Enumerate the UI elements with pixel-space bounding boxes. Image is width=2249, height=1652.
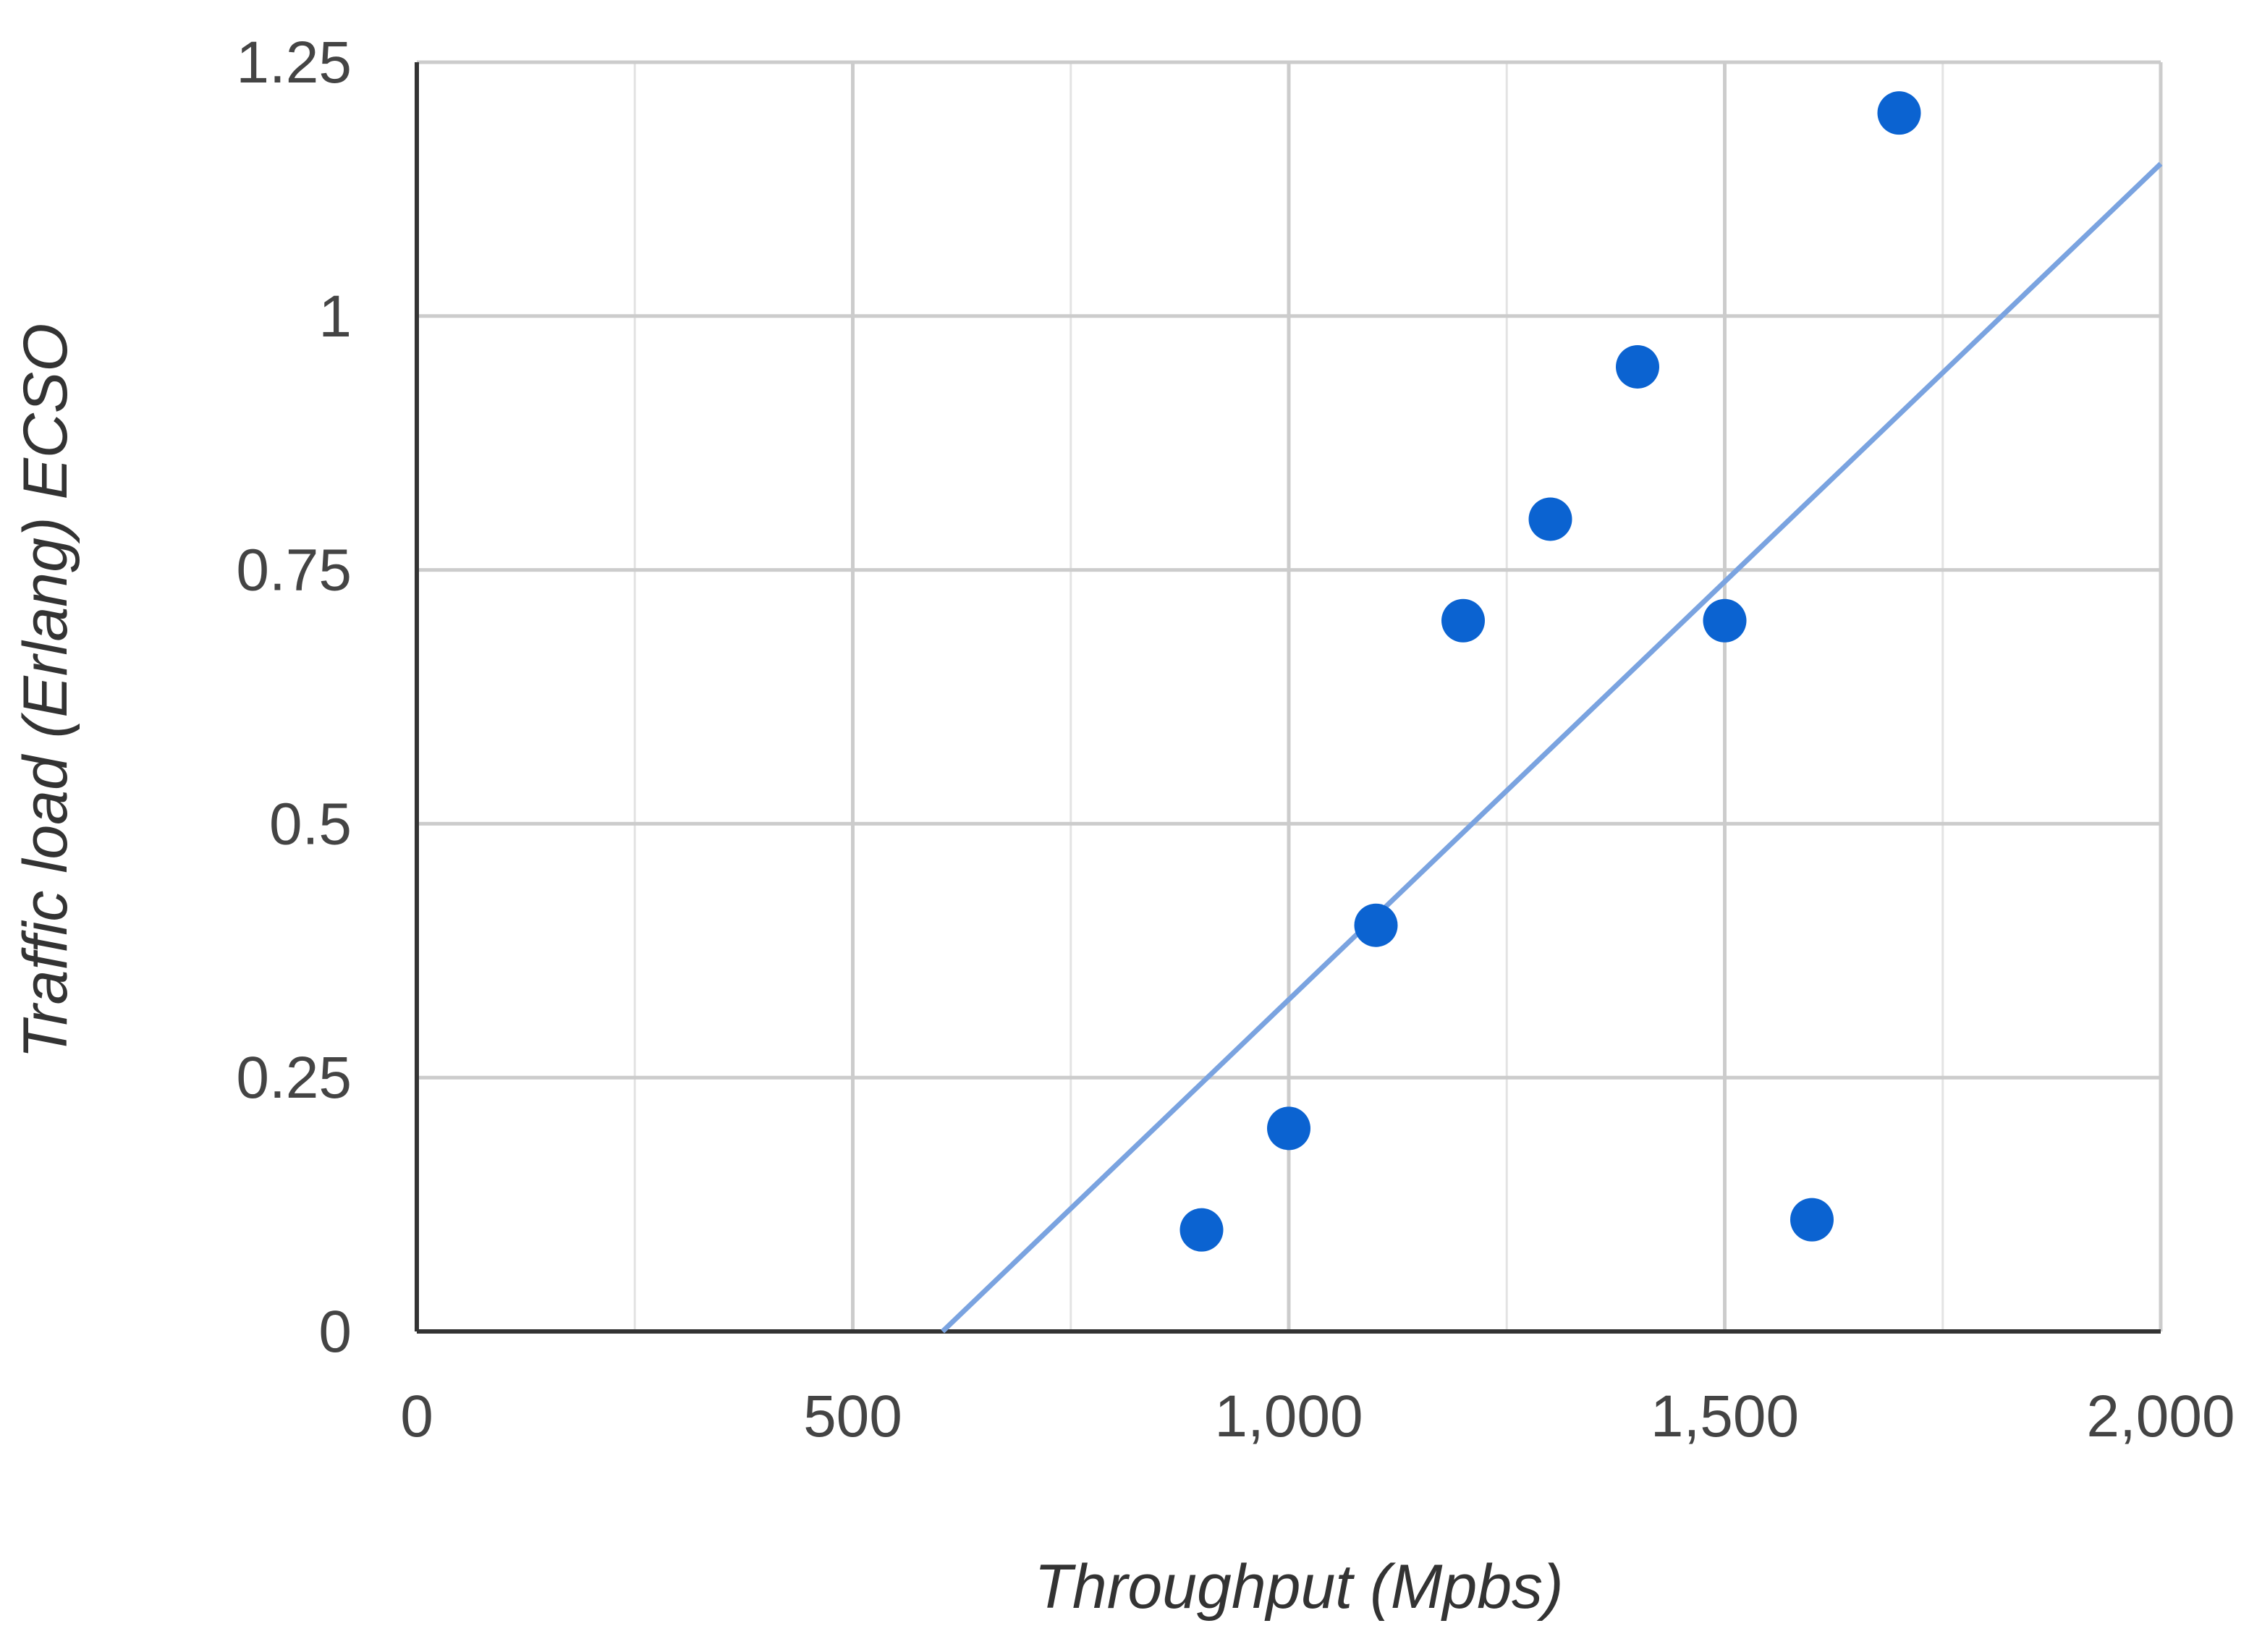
data-point <box>1441 598 1485 643</box>
data-point <box>1528 497 1572 541</box>
data-point <box>1179 1208 1224 1252</box>
y-tick-label: 0.5 <box>269 791 352 857</box>
x-axis-title: Throughput (Mpbs) <box>1034 1552 1563 1622</box>
tick-labels: 0 500 1,000 1,500 2,000 0 0.25 0.5 0.75 1 1.25 <box>236 30 2235 1449</box>
data-points <box>1179 91 1921 1252</box>
x-tick-label: 1,500 <box>1651 1384 1799 1449</box>
data-point <box>1616 344 1659 389</box>
trendline <box>941 161 2163 1334</box>
data-point <box>1790 1198 1834 1242</box>
y-tick-label: 1.25 <box>236 30 352 96</box>
y-tick-label: 0.75 <box>236 538 352 603</box>
x-tick-label: 1,000 <box>1214 1384 1363 1449</box>
y-tick-label: 0 <box>318 1299 352 1365</box>
data-point <box>1354 903 1398 947</box>
data-point <box>1877 91 1921 135</box>
axes <box>415 62 2161 1334</box>
y-axis-title: Traffic load (Erlang) ECSO <box>11 323 80 1059</box>
gridlines <box>417 60 2163 1331</box>
data-point <box>1267 1106 1310 1151</box>
trendline-layer <box>941 161 2163 1334</box>
x-tick-label: 500 <box>803 1384 902 1449</box>
y-tick-label: 1 <box>318 284 352 350</box>
x-tick-label: 2,000 <box>2086 1384 2235 1449</box>
y-tick-label: 0.25 <box>236 1045 352 1111</box>
x-tick-label: 0 <box>400 1384 433 1449</box>
data-point <box>1703 598 1747 643</box>
